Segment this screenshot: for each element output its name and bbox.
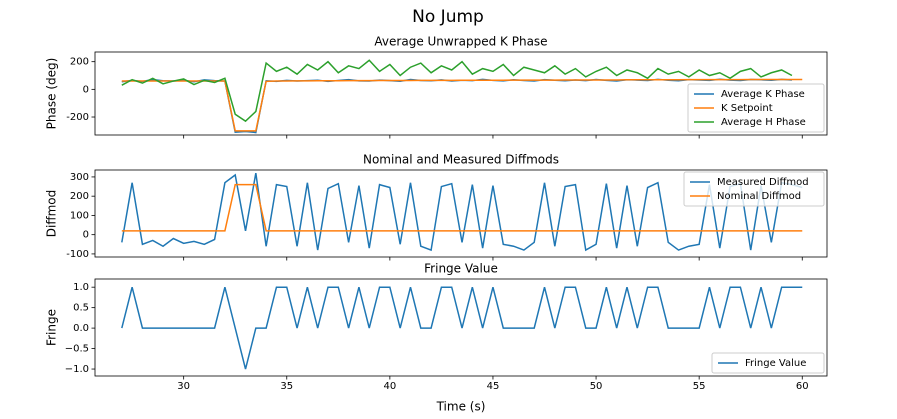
data-line <box>121 78 803 132</box>
y-axis-label: Fringe <box>45 309 59 346</box>
legend-box <box>711 352 825 374</box>
legend-label: Nominal Diffmod <box>717 191 801 202</box>
x-tick-label: 60 <box>796 381 809 392</box>
legend-box <box>687 83 825 133</box>
subplot-title: Nominal and Measured Diffmods <box>363 153 559 167</box>
y-tick-label: 200 <box>70 191 89 202</box>
y-tick-label: 0.0 <box>73 323 89 334</box>
y-tick-label: -100 <box>66 249 89 260</box>
legend-label: Fringe Value <box>745 358 806 369</box>
y-axis-label: Diffmod <box>45 190 59 238</box>
legend-label: K Setpoint <box>721 103 773 114</box>
axes-frame <box>94 278 828 377</box>
legend-label: Measured Diffmod <box>717 177 809 188</box>
x-tick-label: 30 <box>177 381 190 392</box>
figure-title: No Jump <box>412 7 484 27</box>
data-line <box>121 172 803 252</box>
legend-label: Average H Phase <box>721 117 806 128</box>
y-tick-label: 1.0 <box>73 282 89 293</box>
x-tick-label: 40 <box>383 381 396 392</box>
data-line <box>121 59 793 123</box>
subplot-title: Fringe Value <box>424 262 498 276</box>
x-tick-label: 35 <box>280 381 293 392</box>
y-tick-label: 0 <box>83 230 89 241</box>
axes-frame <box>94 51 828 136</box>
y-axis-label: Phase (deg) <box>45 58 59 130</box>
data-line <box>121 183 803 232</box>
y-tick-label: 0 <box>83 84 89 95</box>
subplot-title: Average Unwrapped K Phase <box>374 35 547 49</box>
legend-label: Average K Phase <box>721 89 805 100</box>
data-line <box>121 286 803 370</box>
y-tick-label: −1.0 <box>65 364 89 375</box>
axes-frame <box>94 169 828 258</box>
y-tick-label: 100 <box>70 210 89 221</box>
y-tick-label: 200 <box>70 57 89 68</box>
y-tick-label: -200 <box>66 112 89 123</box>
x-tick-label: 45 <box>487 381 500 392</box>
legend-box <box>683 171 825 207</box>
y-tick-label: 300 <box>70 172 89 183</box>
x-tick-label: 50 <box>590 381 603 392</box>
y-tick-label: 0.5 <box>73 303 89 314</box>
x-axis-label: Time (s) <box>436 400 486 414</box>
x-tick-label: 55 <box>693 381 706 392</box>
y-tick-label: −0.5 <box>65 344 89 355</box>
